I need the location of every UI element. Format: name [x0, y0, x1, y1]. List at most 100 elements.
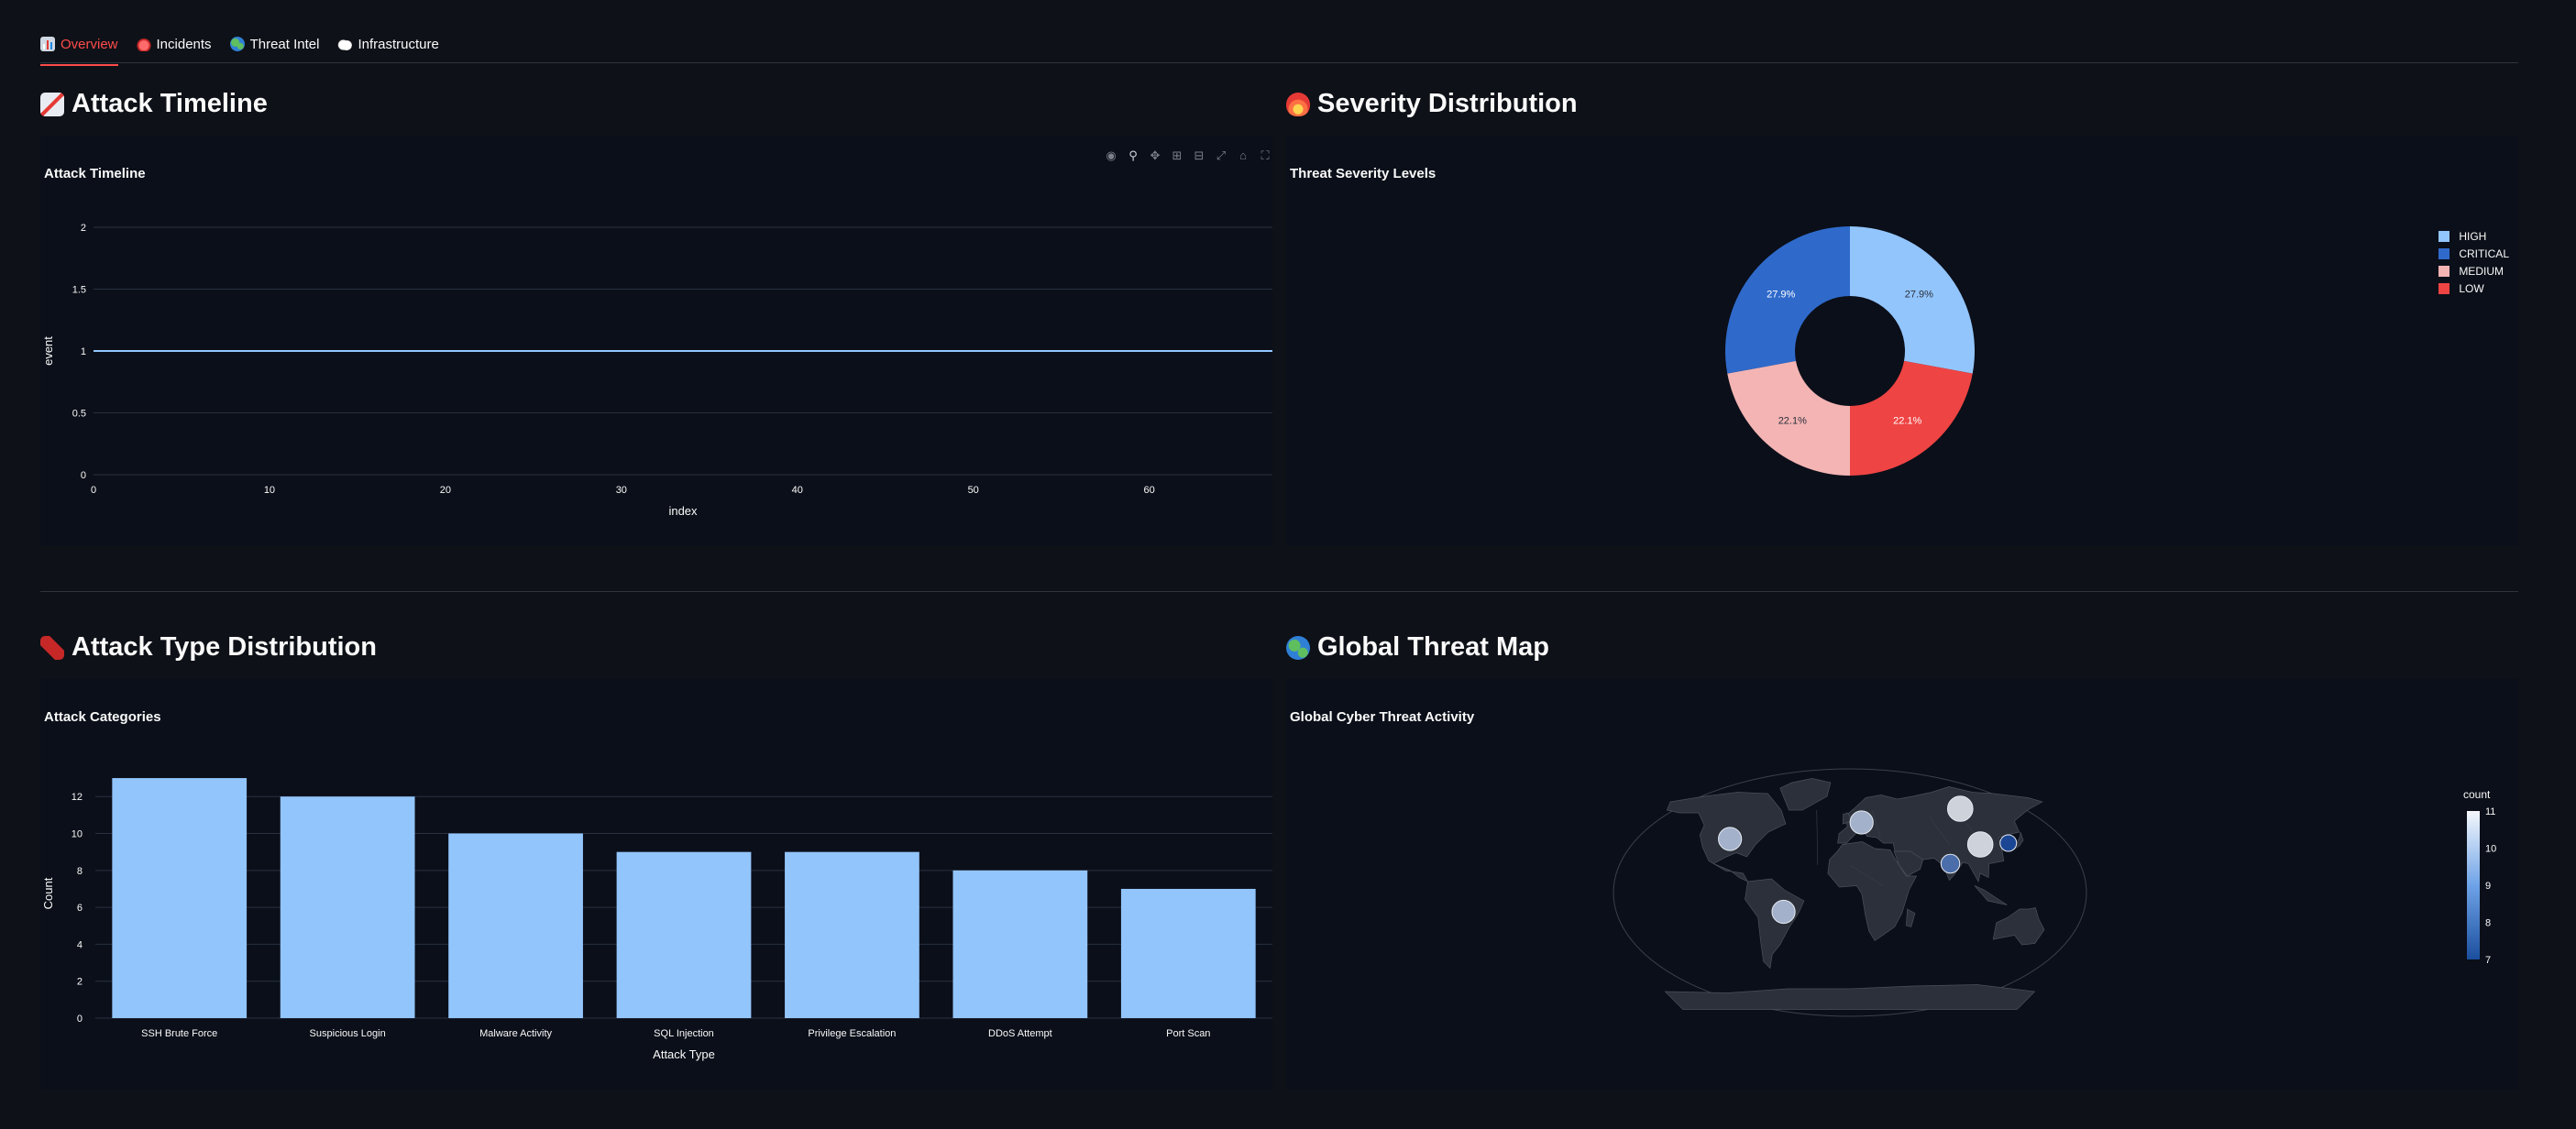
threat-marker — [1999, 834, 2018, 852]
y-axis-label: Count — [41, 877, 55, 909]
colorbar-tick-label: 8 — [2485, 918, 2491, 929]
land-arabia — [1893, 850, 1924, 877]
legend-item-medium[interactable]: MEDIUM — [2438, 262, 2509, 280]
chart-increasing-icon — [40, 92, 64, 116]
tab-bar: Overview Incidents Threat Intel Infrastr… — [40, 24, 439, 66]
legend-swatch — [2438, 230, 2450, 242]
legend-label: MEDIUM — [2459, 264, 2504, 278]
tab-infrastructure-label: Infrastructure — [358, 36, 439, 52]
cloud-icon — [337, 39, 353, 50]
x-tick-label: 50 — [968, 485, 979, 496]
legend-label: CRITICAL — [2459, 247, 2509, 260]
x-tick-label: SQL Injection — [654, 1028, 714, 1039]
x-tick-label: Suspicious Login — [310, 1028, 386, 1039]
donut-slice-medium — [1727, 360, 1850, 476]
x-tick-label: 30 — [616, 485, 627, 496]
tab-threat-intel[interactable]: Threat Intel — [229, 24, 320, 64]
tab-divider — [40, 62, 2518, 63]
country-border — [1816, 809, 1819, 866]
attack-type-chart-title: Attack Categories — [44, 709, 161, 725]
donut-slice-low — [1850, 360, 1973, 476]
bar-malware-activity — [448, 833, 583, 1018]
siren-icon — [136, 37, 151, 51]
zoom-out-icon[interactable]: ⊟ — [1194, 148, 1205, 162]
attack-type-heading: Attack Type Distribution — [40, 632, 377, 663]
land-south-america — [1745, 878, 1805, 970]
pan-icon[interactable]: ✥ — [1150, 148, 1161, 162]
tab-overview-label: Overview — [61, 36, 118, 52]
y-axis-label: event — [41, 336, 55, 366]
tab-infrastructure[interactable]: Infrastructure — [337, 24, 439, 64]
x-tick-label: 60 — [1144, 485, 1155, 496]
y-tick-label: 10 — [72, 829, 83, 840]
threat-marker — [1966, 831, 1994, 858]
tab-overview[interactable]: Overview — [40, 24, 118, 66]
colorbar — [2467, 811, 2480, 959]
donut-slice-critical — [1725, 226, 1850, 374]
threat-map-panel: Global Cyber Threat Activity count 11 10 9 8… — [1286, 679, 2518, 1090]
x-tick-label: Port Scan — [1166, 1028, 1210, 1039]
severity-legend: HIGH CRITICAL MEDIUM LOW — [2438, 227, 2509, 297]
legend-swatch — [2438, 247, 2450, 259]
x-tick-label: DDoS Attempt — [988, 1028, 1052, 1039]
zoom-in-icon[interactable]: ⊞ — [1172, 148, 1183, 162]
attack-type-heading-text: Attack Type Distribution — [72, 632, 377, 662]
fire-icon — [1286, 92, 1310, 116]
x-tick-label: 40 — [792, 485, 803, 496]
land-eurasia — [1837, 786, 2043, 882]
legend-item-high[interactable]: HIGH — [2438, 227, 2509, 245]
section-divider — [40, 591, 2518, 592]
bar-privilege-escalation — [785, 851, 919, 1018]
severity-chart-title: Threat Severity Levels — [1290, 166, 1437, 181]
attack-timeline-heading-text: Attack Timeline — [72, 89, 268, 118]
y-tick-label: 0 — [77, 1014, 83, 1025]
colorbar-tick-label: 7 — [2485, 955, 2491, 966]
tab-threat-intel-label: Threat Intel — [249, 36, 320, 52]
y-tick-label: 1.5 — [72, 285, 86, 296]
threat-marker — [1849, 810, 1874, 835]
severity-donut-chart[interactable]: 27.9% 22.1% 22.1% 27.9% — [1286, 136, 2518, 546]
y-tick-label: 0.5 — [72, 409, 86, 420]
global-threat-map-heading-text: Global Threat Map — [1317, 632, 1549, 662]
legend-item-low[interactable]: LOW — [2438, 280, 2509, 297]
y-tick-label: 12 — [72, 792, 83, 803]
y-tick-label: 2 — [77, 977, 83, 988]
global-threat-map-heading: Global Threat Map — [1286, 632, 1549, 663]
threat-marker — [1946, 795, 1974, 822]
attack-type-chart-panel: Attack Categories 0 2 4 6 8 10 12 SSH Brute For… — [40, 679, 1272, 1090]
slice-label: 22.1% — [1778, 415, 1807, 426]
legend-item-critical[interactable]: CRITICAL — [2438, 245, 2509, 262]
x-tick-label: SSH Brute Force — [141, 1028, 217, 1039]
autoscale-icon[interactable]: ⤢ — [1216, 148, 1227, 162]
threat-map-title: Global Cyber Threat Activity — [1290, 709, 1475, 725]
colorbar-tick-label: 10 — [2485, 844, 2496, 855]
y-tick-label: 6 — [77, 903, 83, 914]
land-antarctica — [1664, 984, 2036, 1010]
legend-swatch — [2438, 265, 2450, 277]
attack-type-bar-chart[interactable]: 0 2 4 6 8 10 12 SSH Brute Force Suspicious Login… — [40, 679, 1272, 1090]
land-greenland — [1779, 778, 1832, 811]
colorbar-title: count — [2463, 788, 2491, 801]
zoom-icon[interactable]: ⚲ — [1128, 148, 1138, 162]
x-axis-label: index — [668, 504, 698, 518]
land-madagascar — [1906, 908, 1916, 927]
bar-chart-icon — [40, 37, 55, 51]
y-tick-label: 2 — [81, 223, 86, 234]
y-tick-label: 4 — [77, 939, 83, 950]
reset-home-icon[interactable]: ⌂ — [1239, 148, 1247, 162]
tab-incidents[interactable]: Incidents — [136, 24, 212, 64]
firecracker-icon — [40, 635, 64, 660]
threat-map[interactable]: count 11 10 9 8 7 — [1286, 679, 2518, 1090]
colorbar-tick-label: 9 — [2485, 881, 2491, 892]
y-tick-label: 8 — [77, 866, 83, 877]
fullscreen-icon[interactable]: ⛶ — [1260, 148, 1270, 162]
bar-sql-injection — [616, 851, 752, 1018]
camera-icon[interactable]: ◉ — [1106, 148, 1117, 162]
donut-slice-high — [1850, 226, 1975, 374]
x-tick-label: 0 — [91, 485, 96, 496]
timeline-chart-title: Attack Timeline — [44, 166, 146, 181]
x-tick-label: 20 — [440, 485, 451, 496]
severity-chart-panel: Threat Severity Levels 27.9% 22.1% 22.1% 27… — [1286, 136, 2518, 546]
x-tick-label: Malware Activity — [479, 1028, 552, 1039]
